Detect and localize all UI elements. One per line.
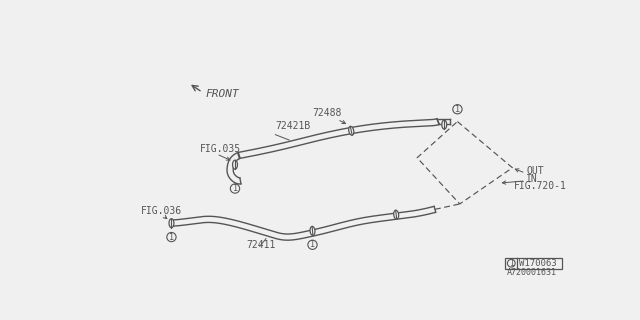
Text: 1: 1 — [169, 233, 174, 242]
Text: A720001631: A720001631 — [507, 268, 557, 277]
Text: FIG.035: FIG.035 — [200, 144, 241, 154]
Circle shape — [230, 184, 239, 193]
Ellipse shape — [349, 126, 354, 135]
Text: 72488: 72488 — [312, 108, 342, 118]
Ellipse shape — [169, 219, 174, 228]
Circle shape — [452, 105, 462, 114]
Circle shape — [308, 240, 317, 249]
Text: 1: 1 — [455, 105, 460, 114]
Text: IN: IN — [527, 174, 538, 184]
Ellipse shape — [310, 227, 315, 236]
Text: W170063: W170063 — [520, 259, 557, 268]
Ellipse shape — [394, 210, 399, 219]
Circle shape — [167, 232, 176, 242]
FancyBboxPatch shape — [506, 258, 562, 268]
Text: OUT: OUT — [527, 166, 544, 176]
Text: FIG.720-1: FIG.720-1 — [514, 181, 567, 191]
Ellipse shape — [442, 120, 447, 129]
Text: 72411: 72411 — [246, 240, 276, 250]
Text: 1: 1 — [310, 240, 315, 249]
Text: FIG.036: FIG.036 — [140, 206, 182, 216]
Text: 72421B: 72421B — [275, 121, 310, 131]
Text: 1: 1 — [232, 184, 237, 193]
Circle shape — [508, 260, 515, 267]
Text: 1: 1 — [509, 259, 514, 268]
Text: FRONT: FRONT — [205, 89, 239, 99]
Ellipse shape — [232, 160, 237, 169]
